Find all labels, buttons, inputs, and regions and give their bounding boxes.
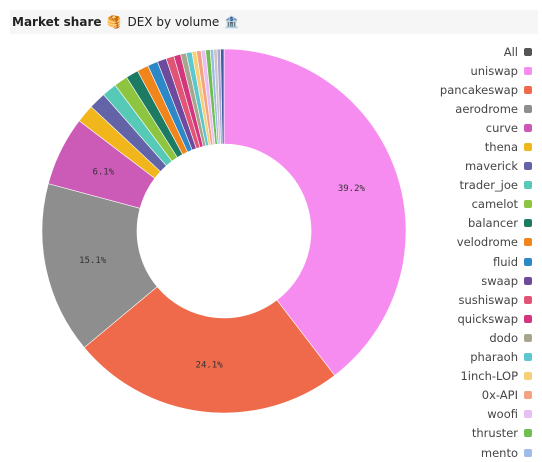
legend-item-trader_joe[interactable]: trader_joe: [392, 176, 532, 195]
legend-swatch: [524, 162, 532, 171]
legend-swatch: [524, 181, 532, 190]
slice-uniswap[interactable]: [223, 48, 407, 376]
legend-item-mento[interactable]: mento: [392, 443, 532, 462]
legend-label: maverick: [464, 159, 518, 174]
legend-label: uniswap: [470, 63, 518, 78]
legend-swatch: [524, 123, 532, 132]
chart-header: Market share 🥞 DEX by volume 🏦: [10, 10, 538, 34]
legend-swatch: [524, 104, 532, 113]
legend-swatch: [524, 448, 532, 457]
donut-chart: 39.2% 24.1% 15.1% 6.1%: [41, 48, 407, 414]
legend-item-dodo[interactable]: dodo: [392, 328, 532, 347]
legend-label: camelot: [471, 197, 518, 212]
legend-item-sushiswap[interactable]: sushiswap: [392, 290, 532, 309]
legend-swatch: [524, 219, 532, 228]
legend-swatch: [524, 143, 532, 152]
legend-swatch: [524, 391, 532, 400]
legend-item-thruster[interactable]: thruster: [392, 424, 532, 443]
legend-item-swaap[interactable]: swaap: [392, 271, 532, 290]
legend-item-quickswap[interactable]: quickswap: [392, 309, 532, 328]
slice-aerodrome[interactable]: [41, 183, 158, 348]
legend-item-uniswap[interactable]: uniswap: [392, 61, 532, 80]
legend-label: quickswap: [457, 311, 518, 326]
slice-pancakeswap[interactable]: [83, 286, 336, 414]
chart-title: Market share: [12, 15, 102, 29]
legend-swatch: [524, 295, 532, 304]
legend-label: thruster: [471, 426, 518, 441]
legend-label: sushiswap: [458, 292, 519, 307]
legend-swatch: [524, 238, 532, 247]
slice-label-aerodrome: 15.1%: [79, 256, 107, 266]
legend-item-fluid[interactable]: fluid: [392, 252, 532, 271]
legend-label: trader_joe: [459, 178, 518, 193]
chart-subtitle: DEX by volume: [127, 15, 220, 29]
legend-label: woofi: [487, 407, 518, 422]
legend-swatch: [524, 353, 532, 362]
legend-item-maverick[interactable]: maverick: [392, 157, 532, 176]
legend-item-All[interactable]: All: [392, 42, 532, 61]
pancake-icon: 🥞: [106, 15, 122, 29]
legend-swatch: [524, 257, 532, 266]
bank-icon: 🏦: [224, 15, 240, 29]
legend-item-0x-API[interactable]: 0x-API: [392, 386, 532, 405]
legend-item-balancer[interactable]: balancer: [392, 214, 532, 233]
legend-item-pharaoh[interactable]: pharaoh: [392, 348, 532, 367]
legend-swatch: [524, 372, 532, 381]
legend-label: All: [503, 44, 518, 59]
legend-label: dodo: [489, 330, 518, 345]
legend-swatch: [524, 333, 532, 342]
legend-label: mento: [480, 445, 518, 460]
legend-swatch: [524, 66, 532, 75]
legend-label: curve: [485, 120, 518, 135]
slice-other-23[interactable]: [220, 48, 225, 145]
legend-label: pharaoh: [470, 350, 518, 365]
legend-label: 0x-API: [481, 388, 518, 403]
legend-item-pancakeswap[interactable]: pancakeswap: [392, 80, 532, 99]
legend-label: thena: [484, 140, 518, 155]
legend-label: aerodrome: [455, 101, 518, 116]
legend-swatch: [524, 47, 532, 56]
legend-swatch: [524, 429, 532, 438]
legend-label: pancakeswap: [439, 82, 518, 97]
legend-swatch: [524, 200, 532, 209]
legend-label: balancer: [467, 216, 518, 231]
legend-item-curve[interactable]: curve: [392, 118, 532, 137]
legend-label: velodrome: [456, 235, 518, 250]
slice-label-uniswap: 39.2%: [338, 184, 366, 194]
chart-legend: All uniswap pancakeswap aerodrome curve thena…: [392, 42, 532, 462]
legend-swatch: [524, 314, 532, 323]
slice-label-pancakeswap: 24.1%: [196, 361, 224, 371]
legend-swatch: [524, 410, 532, 419]
legend-swatch: [524, 276, 532, 285]
slice-label-curve: 6.1%: [92, 168, 114, 178]
legend-swatch: [524, 85, 532, 94]
legend-item-thena[interactable]: thena: [392, 137, 532, 156]
legend-item-camelot[interactable]: camelot: [392, 195, 532, 214]
legend-item-velodrome[interactable]: velodrome: [392, 233, 532, 252]
legend-item-woofi[interactable]: woofi: [392, 405, 532, 424]
legend-label: swaap: [481, 273, 518, 288]
legend-item-aerodrome[interactable]: aerodrome: [392, 99, 532, 118]
legend-item-1inch-LOP[interactable]: 1inch-LOP: [392, 367, 532, 386]
legend-label: 1inch-LOP: [460, 369, 518, 384]
donut-chart-area: 39.2% 24.1% 15.1% 6.1%: [0, 34, 542, 439]
legend-label: fluid: [492, 254, 518, 269]
